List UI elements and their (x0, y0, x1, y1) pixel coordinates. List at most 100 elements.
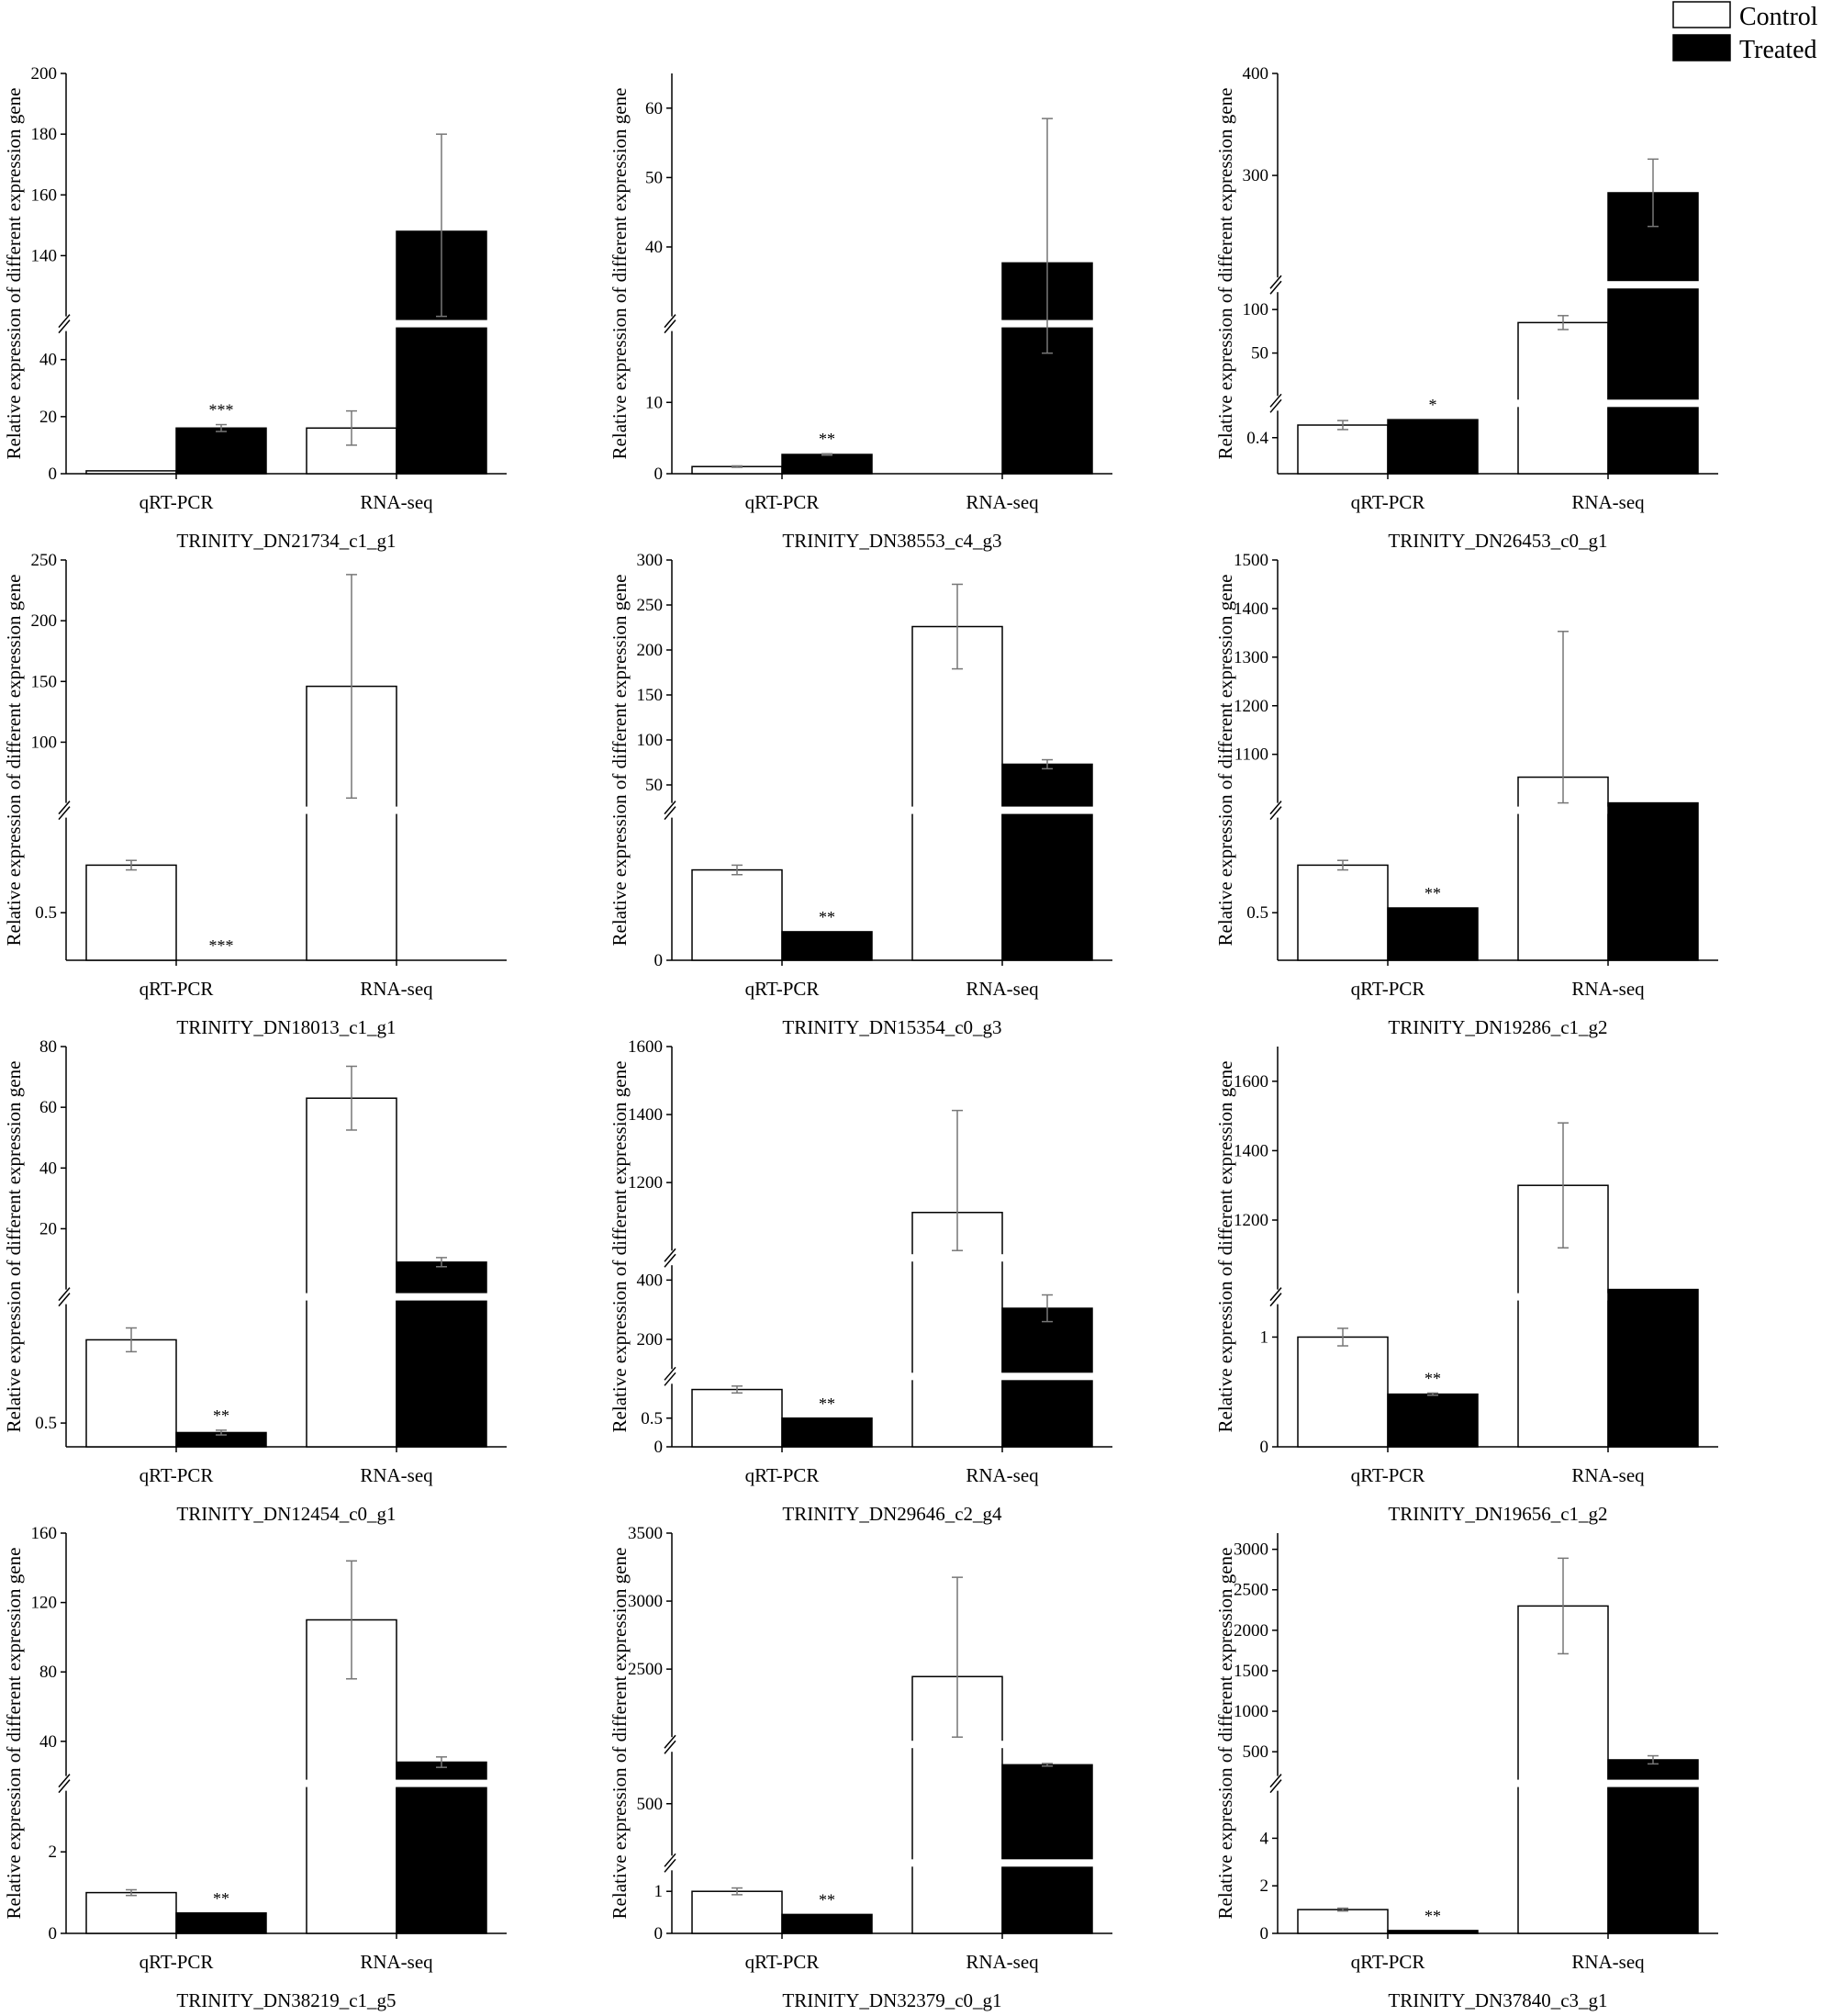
y-tick-label: 0.5 (641, 1409, 663, 1428)
y-tick-label: 500 (637, 1795, 664, 1814)
chart-panel-3: 0.4 50 100 300 400 qRT-PCR RNA-seq * Relative ex… (1214, 64, 1718, 552)
x-category-label: RNA-seq (360, 1951, 433, 1973)
y-tick-label: 400 (1243, 64, 1269, 84)
x-category-label: RNA-seq (966, 978, 1039, 1000)
bar-control-rna-seq (306, 1097, 397, 1448)
y-tick-label: 50 (645, 168, 663, 187)
y-tick-label: 500 (1243, 1742, 1269, 1762)
x-category-label: qRT-PCR (140, 1464, 214, 1486)
y-tick-label: 2500 (1234, 1581, 1268, 1600)
x-category-label: qRT-PCR (1351, 1464, 1425, 1486)
y-tick-label: 160 (31, 1524, 58, 1543)
y-tick-label: 1300 (1234, 648, 1268, 667)
y-tick-label: 0 (49, 465, 58, 484)
bar-break-gap (1001, 1372, 1093, 1381)
significance-marker: ** (819, 908, 835, 926)
y-axis-label: Relative expression of different express… (1214, 1548, 1236, 1920)
y-tick-label: 120 (31, 1594, 58, 1613)
significance-marker: ** (1424, 884, 1441, 902)
axis-break-mark (664, 319, 676, 334)
axis-break-mark (1269, 274, 1282, 289)
significance-marker: ** (1424, 1907, 1441, 1925)
bar-treated-rna-seq (1001, 763, 1093, 961)
bar-break-gap (911, 806, 1003, 814)
bar-control-qrt-pcr (1297, 424, 1389, 475)
x-category-label: qRT-PCR (140, 1951, 214, 1973)
bar-break-gap (306, 806, 397, 814)
y-tick-label: 150 (31, 672, 58, 691)
y-tick-label: 180 (31, 125, 58, 144)
bar-treated-qrt-pcr (175, 427, 267, 475)
significance-marker: ** (213, 1889, 229, 1908)
y-axis-label: Relative expression of different express… (609, 1548, 631, 1920)
y-tick-label: 1 (1260, 1327, 1269, 1347)
y-tick-label: 1200 (628, 1173, 663, 1193)
legend-label-treated: Treated (1739, 36, 1817, 64)
y-tick-label: 2500 (628, 1660, 663, 1679)
significance-marker: ** (819, 1890, 835, 1909)
legend-swatch-treated (1672, 34, 1731, 62)
y-tick-label: 0 (1260, 1924, 1269, 1943)
chart-panel-2: 0 10 40 50 60 qRT-PCR RNA-seq ** Relative expres… (609, 73, 1112, 552)
bar-break-gap (306, 1293, 397, 1301)
bar-treated-rna-seq (1607, 801, 1699, 961)
bar-treated-qrt-pcr (781, 1913, 873, 1934)
x-category-label: RNA-seq (1571, 978, 1645, 1000)
bar-control-qrt-pcr (85, 864, 177, 961)
y-axis-label: Relative expression of different express… (3, 1548, 25, 1920)
bar-break-gap (1517, 399, 1609, 408)
legend: Control Treated (1672, 1, 1818, 64)
y-tick-label: 50 (645, 776, 663, 795)
y-axis-label: Relative expression of different express… (1214, 1061, 1236, 1433)
bar-control-qrt-pcr (85, 1338, 177, 1448)
y-tick-label: 0 (654, 465, 664, 484)
y-tick-label: 200 (31, 611, 58, 631)
y-tick-label: 1500 (1234, 1662, 1268, 1681)
x-category-label: qRT-PCR (140, 978, 214, 1000)
x-category-label: RNA-seq (360, 1464, 433, 1486)
legend-swatch-control (1672, 1, 1731, 28)
bar-treated-qrt-pcr (1387, 419, 1479, 475)
x-category-label: RNA-seq (966, 491, 1039, 513)
y-axis-label: Relative expression of different express… (3, 1061, 25, 1433)
significance-marker: *** (209, 936, 234, 955)
y-tick-label: 1400 (1234, 1141, 1268, 1160)
chart-panel-6: 0.5 1100 1200 1300 1400 1500 qRT-PCR RNA-seq ** R… (1214, 551, 1718, 1038)
bar-break-gap (396, 1293, 487, 1301)
y-tick-label: 50 (1251, 344, 1268, 364)
y-tick-label: 200 (637, 1330, 664, 1350)
bar-break-gap (911, 1741, 1003, 1749)
x-category-label: RNA-seq (1571, 1951, 1645, 1973)
gene-title: TRINITY_DN37840_c3_g1 (1388, 1989, 1607, 2011)
bar-treated-rna-seq (1607, 1759, 1699, 1934)
bar-break-gap (1517, 806, 1609, 814)
bar-treated-qrt-pcr (175, 1912, 267, 1934)
axis-break-mark (664, 1853, 676, 1867)
bar-break-gap (1607, 281, 1699, 289)
x-category-label: qRT-PCR (140, 491, 214, 513)
y-tick-label: 160 (31, 185, 58, 205)
bar-control-qrt-pcr (1297, 1336, 1389, 1448)
x-category-label: qRT-PCR (745, 1464, 820, 1486)
bar-control-rna-seq (1517, 776, 1609, 961)
y-tick-label: 10 (645, 393, 663, 412)
axis-break-mark (1269, 1293, 1282, 1307)
chart-panel-9: 0 1 1200 1400 1600 qRT-PCR RNA-seq ** Relative e… (1214, 1047, 1718, 1525)
axis-break-mark (58, 806, 71, 821)
y-tick-label: 250 (31, 551, 58, 570)
y-tick-label: 3000 (628, 1592, 663, 1611)
y-tick-label: 0.5 (35, 1414, 57, 1433)
y-tick-label: 0 (654, 1924, 664, 1943)
bar-break-gap (911, 1859, 1003, 1867)
bar-break-gap (1001, 806, 1093, 814)
axis-break-mark (664, 1366, 676, 1381)
bar-control-qrt-pcr (85, 470, 177, 475)
chart-panel-10: 0 2 40 80 120 160 qRT-PCR RNA-seq ** Relative exp… (3, 1524, 507, 2011)
axis-break-mark (664, 1734, 676, 1749)
y-tick-label: 200 (637, 641, 664, 660)
y-axis-label: Relative expression of different express… (609, 575, 631, 946)
axis-break-mark (664, 1372, 676, 1386)
y-tick-label: 100 (31, 733, 58, 752)
y-axis-label: Relative expression of different express… (609, 88, 631, 460)
